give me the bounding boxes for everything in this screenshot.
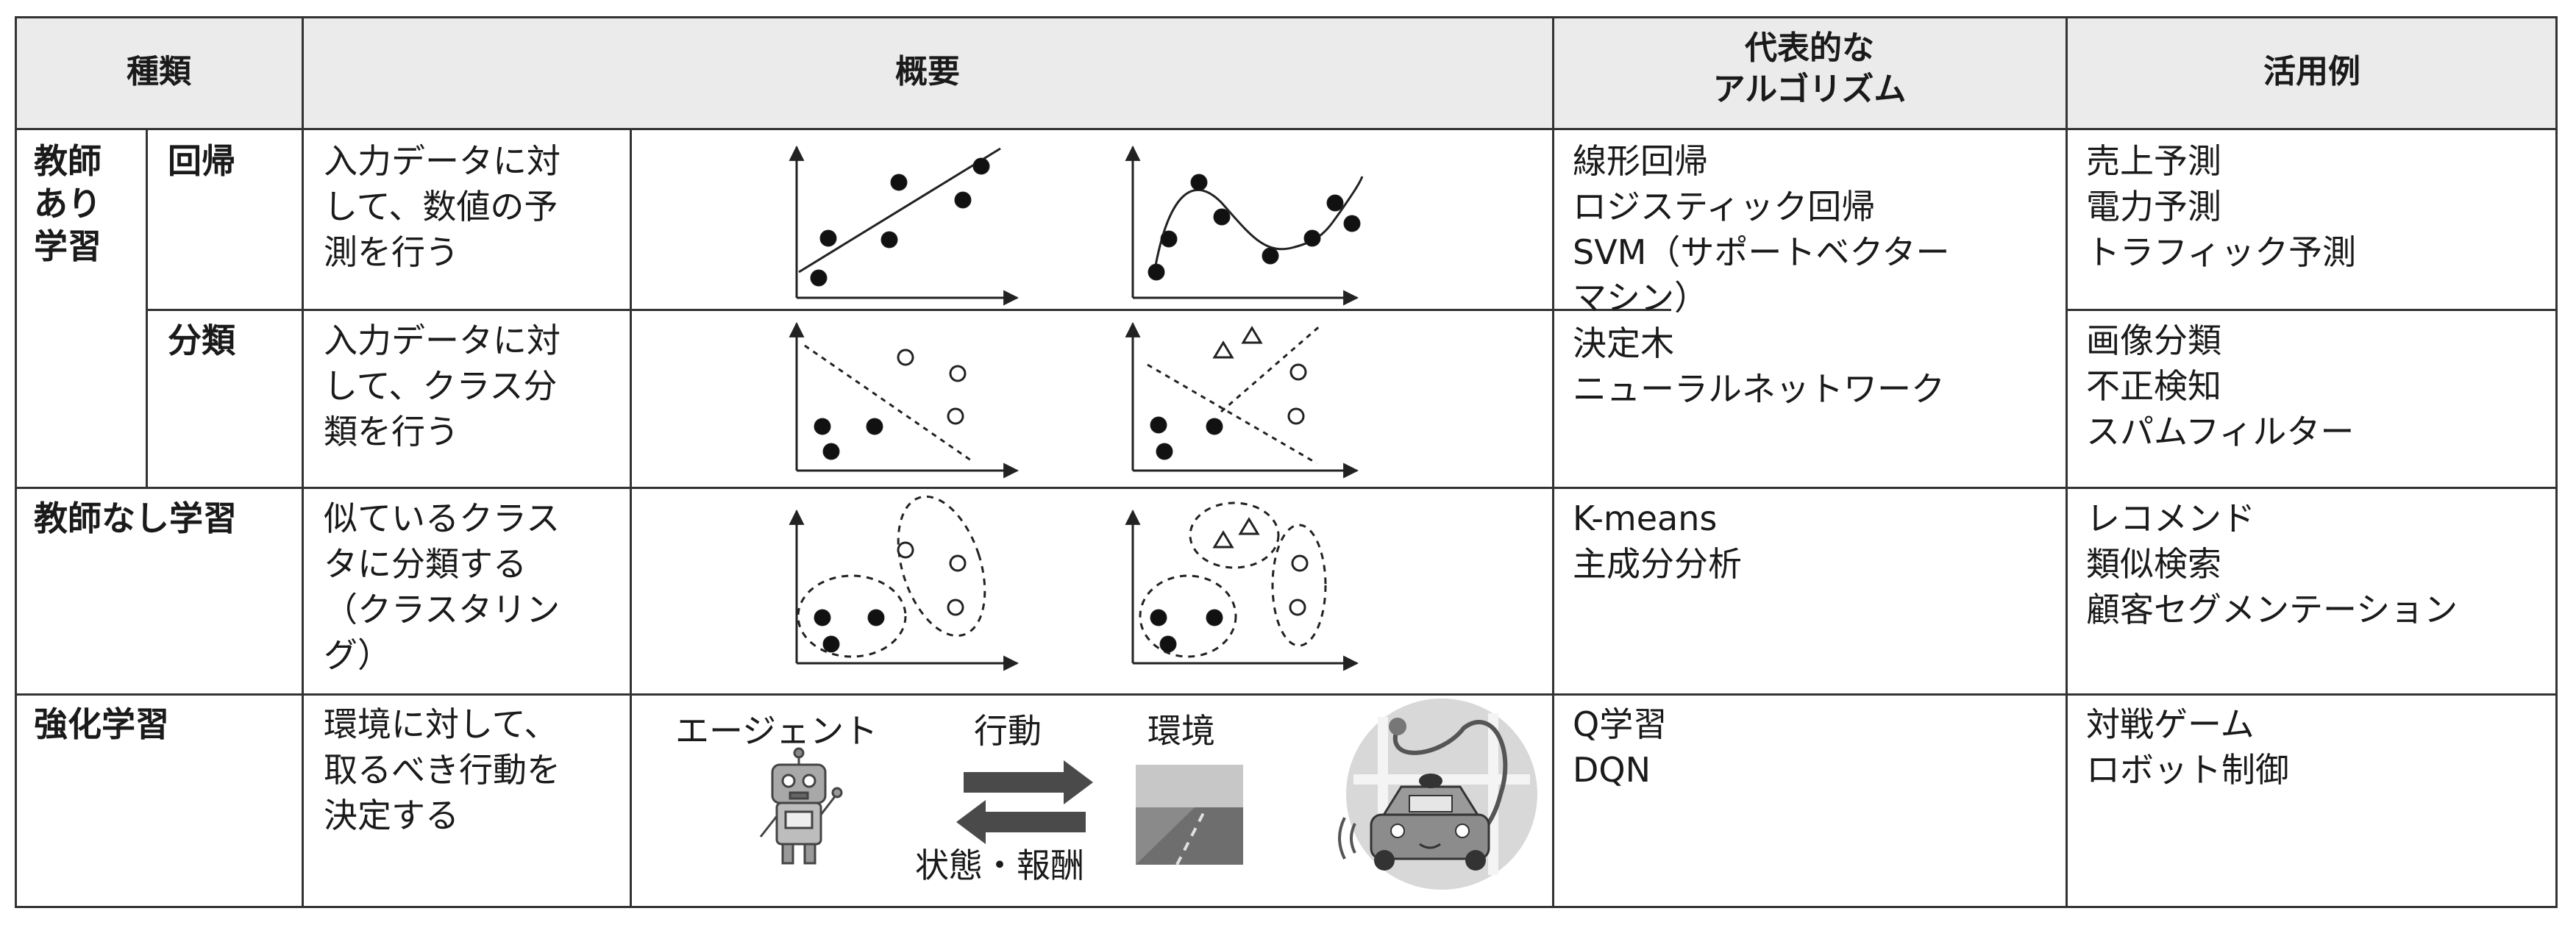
clustering-three-plot bbox=[1125, 501, 1359, 671]
unsupervised-use-cases: レコメンド 類似検索 顧客セグメンテーション bbox=[2086, 499, 2458, 629]
feedback-arrow-icon bbox=[956, 800, 1086, 844]
header-overview: 概要 bbox=[895, 53, 960, 90]
reinforcement-label: 強化学習 bbox=[34, 704, 169, 744]
self-driving-car-icon bbox=[1338, 699, 1537, 890]
regression-linear-plot bbox=[789, 145, 1020, 306]
header-use-cases: 活用例 bbox=[2263, 53, 2360, 90]
rl-feedback-label: 状態・報酬 bbox=[915, 846, 1084, 885]
rl-agent-label: エージェント bbox=[675, 711, 878, 751]
header-algorithms: 代表的な アルゴリズム bbox=[1712, 29, 1907, 108]
supervised-algorithms: 線形回帰 ロジスティック回帰 SVM（サポートベクター マシン） 決定木 ニュー… bbox=[1573, 141, 1950, 409]
robot-agent-icon bbox=[759, 747, 843, 865]
reinforcement-use-cases: 対戦ゲーム ロボット制御 bbox=[2086, 704, 2289, 790]
regression-curve-plot bbox=[1125, 145, 1364, 306]
road-environment-icon bbox=[1136, 765, 1243, 865]
rl-environment-label: 環境 bbox=[1148, 711, 1215, 751]
classification-label: 分類 bbox=[168, 321, 235, 360]
regression-use-cases: 売上予測 電力予測 トラフィック予測 bbox=[2086, 141, 2357, 272]
classification-multiclass-plot bbox=[1125, 321, 1359, 479]
supervised-label: 教師 あり 学習 bbox=[34, 141, 102, 266]
header-type: 種類 bbox=[127, 53, 191, 90]
reinforcement-algorithms: Q学習 DQN bbox=[1573, 704, 1668, 790]
classification-linear-plot bbox=[789, 321, 1020, 479]
classification-use-cases: 画像分類 不正検知 スパムフィルター bbox=[2086, 321, 2355, 451]
action-arrow-icon bbox=[964, 760, 1093, 804]
unsupervised-algorithms: K-means 主成分分析 bbox=[1573, 499, 1742, 584]
regression-description: 入力データに対 して、数値の予 測を行う bbox=[324, 141, 561, 272]
regression-label: 回帰 bbox=[168, 141, 235, 181]
header-row bbox=[15, 16, 2557, 129]
classification-description: 入力データに対 して、クラス分 類を行う bbox=[324, 321, 561, 451]
clustering-two-plot bbox=[789, 495, 1020, 671]
unsupervised-description: 似ているクラス タに分類する （クラスタリン グ） bbox=[324, 499, 561, 675]
reinforcement-description: 環境に対して、 取るべき行動を 決定する bbox=[324, 704, 561, 835]
unsupervised-label: 教師なし学習 bbox=[34, 499, 237, 538]
rl-action-label: 行動 bbox=[974, 711, 1042, 751]
reinforcement-diagram: エージェント 行動 環境 状態・報酬 bbox=[675, 699, 1537, 890]
